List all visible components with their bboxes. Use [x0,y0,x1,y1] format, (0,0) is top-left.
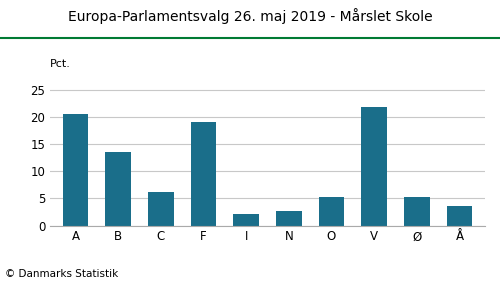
Bar [234,214,259,226]
Bar [190,122,216,226]
Text: © Danmarks Statistik: © Danmarks Statistik [5,269,118,279]
Text: Europa-Parlamentsvalg 26. maj 2019 - Mårslet Skole: Europa-Parlamentsvalg 26. maj 2019 - Mår… [68,8,432,25]
Bar [148,192,174,226]
Bar [106,152,131,226]
Bar [318,197,344,226]
Bar [446,206,472,226]
Bar [63,114,88,226]
Text: Pct.: Pct. [50,59,71,69]
Bar [276,211,301,226]
Bar [404,197,429,226]
Bar [362,107,387,226]
